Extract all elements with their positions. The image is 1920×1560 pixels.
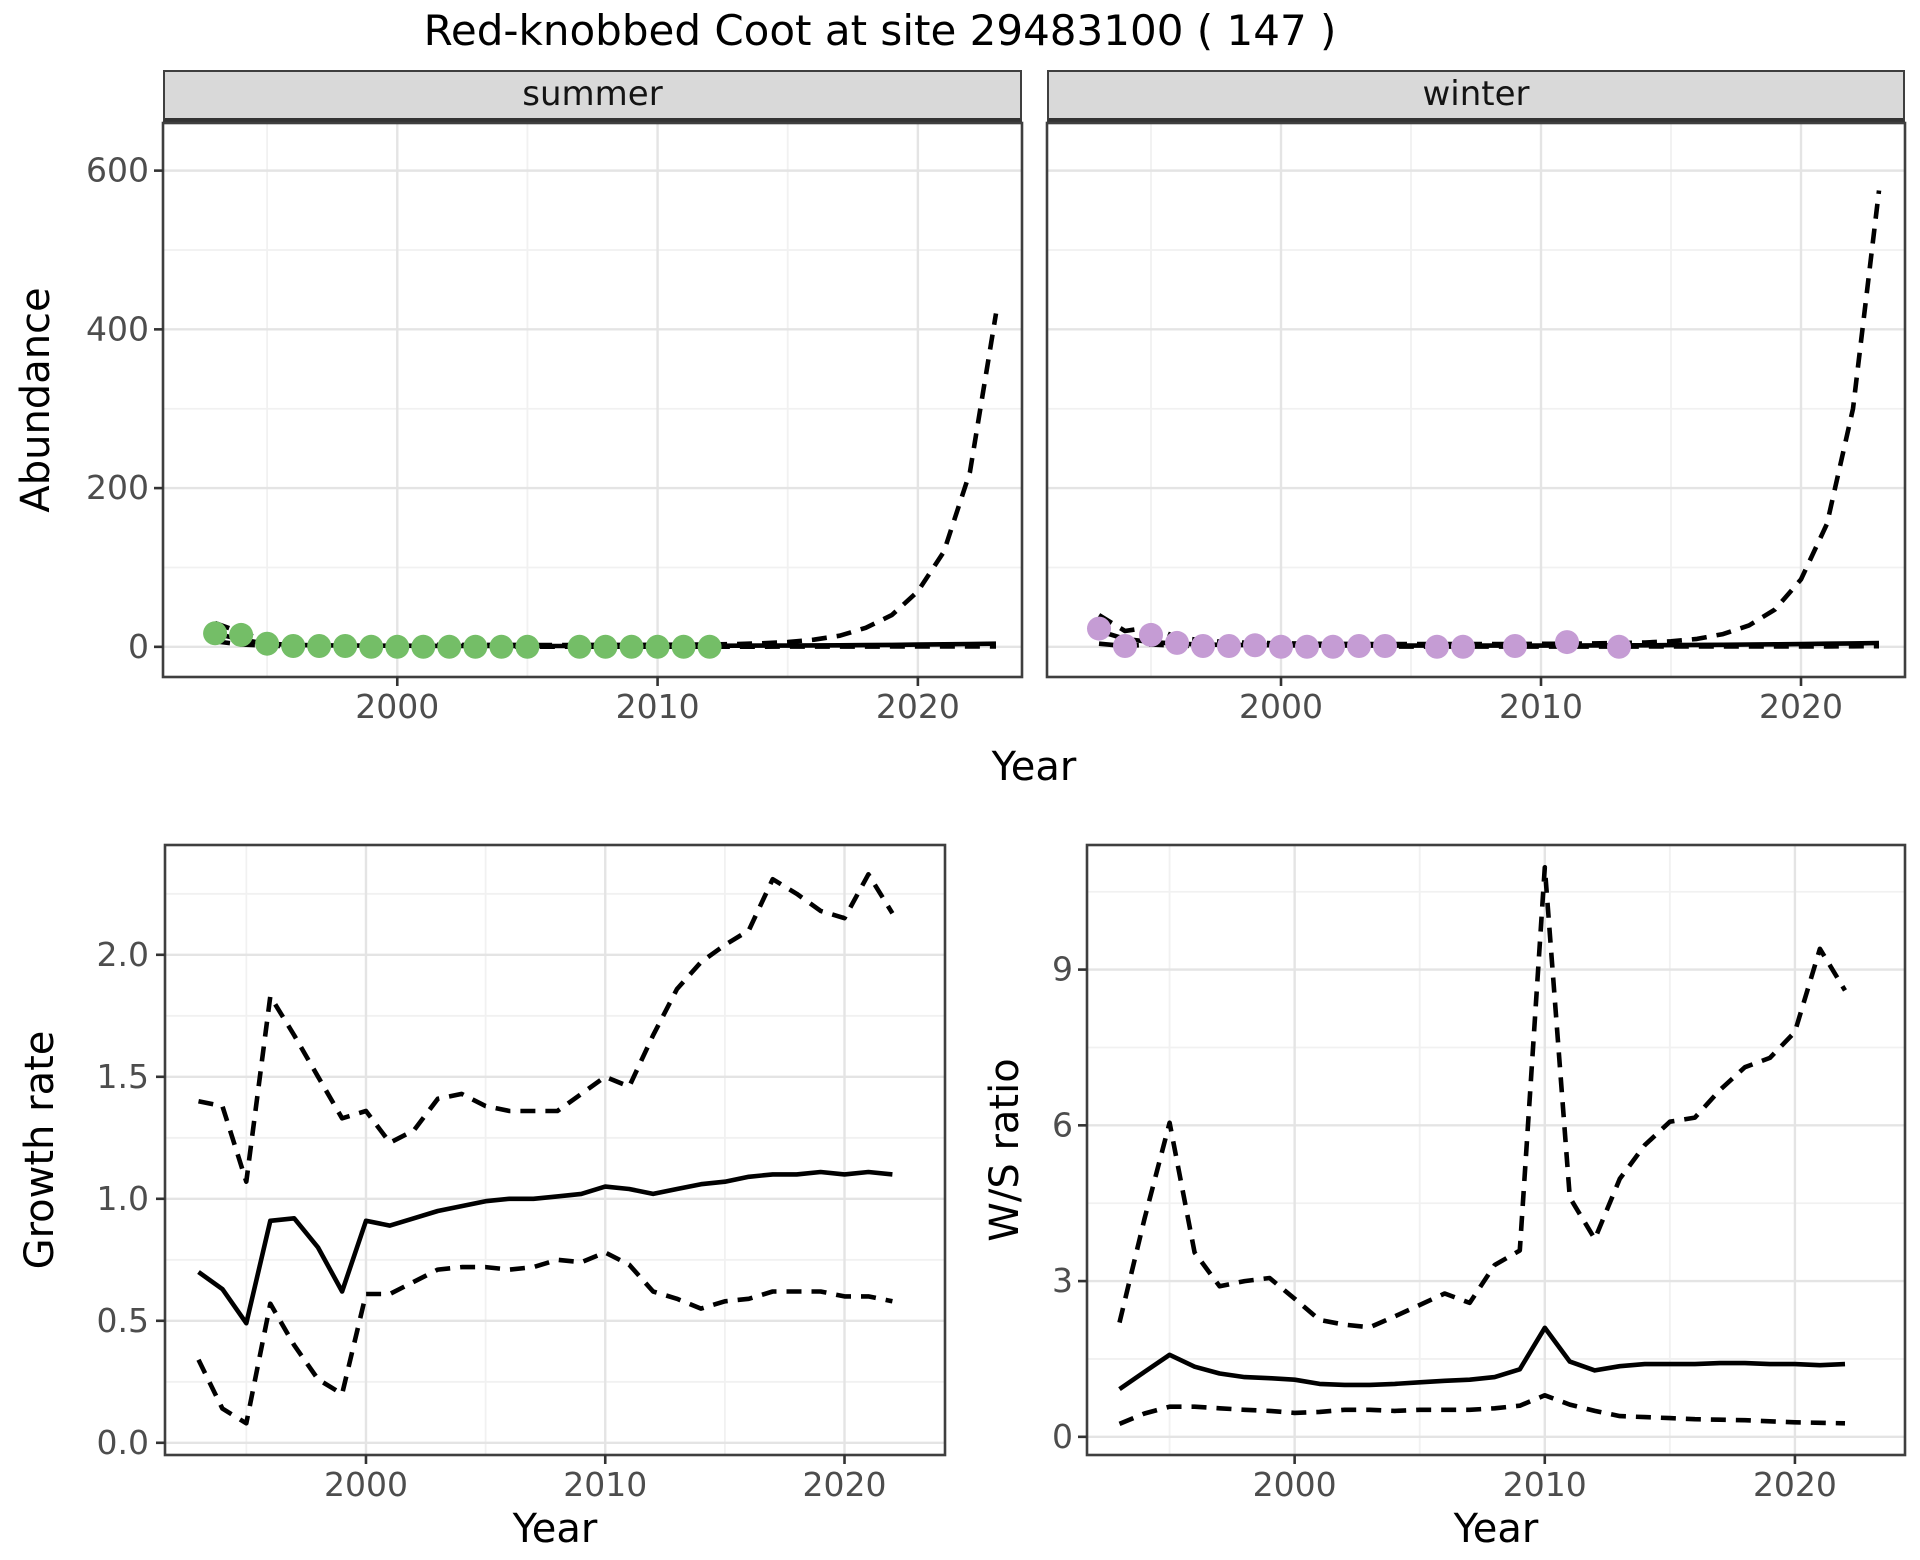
y-tick-label: 200 xyxy=(86,468,149,507)
panel-growth-rate: 2000 2010 2020 0.0 0.5 1.0 1.5 2.0 xyxy=(97,843,947,1504)
abundance-winter-observed-counts xyxy=(1087,616,1631,659)
observed-point xyxy=(619,634,644,659)
observed-point xyxy=(1555,630,1579,655)
x-axis-title-year-ws: Year xyxy=(1453,1506,1539,1552)
observed-point xyxy=(1113,634,1137,658)
ws-ratio-fitted-median xyxy=(1118,1325,1846,1391)
observed-point xyxy=(1425,634,1449,659)
abundance-winter-upper-95ci xyxy=(1097,190,1882,647)
observed-point xyxy=(229,622,254,647)
ws-ratio-lower-95ci xyxy=(1118,1393,1846,1427)
observed-point xyxy=(1347,634,1371,658)
observed-point xyxy=(203,621,228,646)
x-axis-title-year-growth: Year xyxy=(512,1506,598,1552)
observed-point xyxy=(645,634,670,659)
panel-abundance-winter: 2000 2010 2020 xyxy=(1045,121,1907,726)
observed-point xyxy=(1295,634,1319,659)
observed-point xyxy=(255,631,280,656)
observed-point xyxy=(671,634,696,659)
observed-point xyxy=(1165,630,1189,655)
x-tick-label: 2010 xyxy=(563,1465,647,1504)
observed-point xyxy=(1269,634,1293,659)
y-tick-label: 3 xyxy=(1052,1261,1073,1300)
facet-strip-winter-label: winter xyxy=(1422,74,1530,114)
y-tick-label: 0.0 xyxy=(97,1423,149,1462)
x-tick-label: 2020 xyxy=(876,687,960,726)
ws-ratio-upper-95ci xyxy=(1117,865,1847,1330)
y-tick-label: 1.0 xyxy=(97,1179,149,1218)
growth-rate-lower-95ci xyxy=(196,1250,893,1426)
observed-point xyxy=(385,634,410,659)
observed-point xyxy=(333,634,358,658)
observed-point xyxy=(1087,616,1111,641)
observed-point xyxy=(567,634,592,659)
observed-point xyxy=(1139,622,1163,647)
growth-rate-upper-95ci xyxy=(198,872,895,1184)
x-tick-label: 2000 xyxy=(355,687,439,726)
observed-point xyxy=(515,634,540,659)
panel-ws-ratio: 2000 2010 2020 0 3 6 9 xyxy=(1052,843,1907,1504)
y-tick-label: 2.0 xyxy=(97,935,149,974)
observed-point xyxy=(1503,634,1527,658)
x-tick-label: 2020 xyxy=(1753,1465,1837,1504)
observed-point xyxy=(489,634,514,659)
plot-title: Red-knobbed Coot at site 29483100 ( 147 … xyxy=(423,6,1337,55)
y-tick-label: 0 xyxy=(1052,1417,1073,1456)
y-tick-label: 6 xyxy=(1052,1105,1073,1144)
abundance-summer-observed-counts xyxy=(203,621,722,659)
x-tick-label: 2010 xyxy=(616,687,700,726)
observed-point xyxy=(1321,634,1345,659)
observed-point xyxy=(281,634,306,658)
observed-point xyxy=(463,634,488,659)
y-tick-label: 1.5 xyxy=(97,1057,149,1096)
abundance-winter-fitted-median xyxy=(1098,628,1880,648)
facet-strip-summer-label: summer xyxy=(522,74,663,114)
x-tick-label: 2010 xyxy=(1499,687,1583,726)
y-tick-label: 9 xyxy=(1052,950,1073,989)
panel-border xyxy=(161,121,1024,679)
observed-point xyxy=(1451,634,1475,659)
x-tick-label: 2000 xyxy=(1239,687,1323,726)
panel-abundance-summer: 2000 2010 2020 0 200 400 600 xyxy=(86,121,1024,726)
x-tick-label: 2000 xyxy=(1253,1465,1337,1504)
x-tick-label: 2020 xyxy=(803,1465,887,1504)
observed-point xyxy=(1191,634,1215,658)
y-tick-label: 600 xyxy=(86,151,149,190)
observed-point xyxy=(1243,633,1267,658)
x-axis-title-year-top: Year xyxy=(991,744,1077,790)
observed-point xyxy=(437,634,462,659)
y-tick-label: 400 xyxy=(86,309,149,348)
x-tick-label: 2020 xyxy=(1759,687,1843,726)
observed-point xyxy=(1607,634,1631,659)
abundance-summer-upper-95ci xyxy=(214,313,999,648)
observed-point xyxy=(307,634,332,658)
panel-border xyxy=(1085,843,1907,1457)
observed-point xyxy=(1373,634,1397,658)
x-tick-label: 2000 xyxy=(324,1465,408,1504)
y-tick-label: 0 xyxy=(128,627,149,666)
observed-point xyxy=(697,634,722,659)
observed-point xyxy=(411,634,436,659)
x-tick-label: 2010 xyxy=(1503,1465,1587,1504)
growth-rate-fitted-median xyxy=(197,1169,893,1326)
y-tick-label: 0.5 xyxy=(97,1301,149,1340)
observed-point xyxy=(359,634,384,659)
observed-point xyxy=(1217,634,1241,658)
observed-point xyxy=(593,634,618,659)
panel-border xyxy=(163,843,947,1457)
facet-strip-winter: winter xyxy=(1047,70,1905,123)
panel-border xyxy=(1045,121,1907,679)
facet-strip-summer: summer xyxy=(163,70,1022,123)
